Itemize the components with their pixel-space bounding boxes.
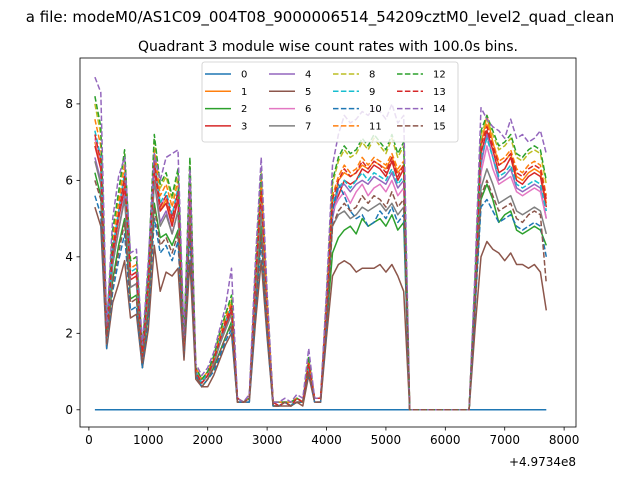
legend-label-7: 7 (305, 122, 311, 133)
legend-label-0: 0 (241, 70, 247, 81)
legend-label-6: 6 (305, 104, 311, 115)
legend-label-13: 13 (433, 87, 446, 98)
x-tick-label-2000: 2000 (192, 433, 223, 447)
legend-label-5: 5 (305, 87, 311, 98)
y-tick-label-6: 6 (65, 174, 73, 188)
legend-label-15: 15 (433, 122, 446, 133)
x-tick-label-3000: 3000 (252, 433, 283, 447)
series-lines (94, 76, 548, 411)
series-line-15 (94, 179, 548, 411)
legend-label-14: 14 (433, 104, 446, 115)
y-tick-label-0: 0 (65, 403, 73, 417)
chart-title: Quadrant 3 module wise count rates with … (138, 39, 518, 55)
legend-label-8: 8 (369, 70, 375, 81)
x-tick-label-7000: 7000 (489, 433, 520, 447)
series-line-8 (94, 103, 548, 411)
x-axis-offset-label: +4.9734e8 (509, 455, 576, 469)
x-tick-label-6000: 6000 (430, 433, 461, 447)
legend-label-2: 2 (241, 104, 247, 115)
figure-suptitle: a file: modeM0/AS1C09_004T08_9000006514_… (25, 8, 615, 26)
x-tick-label-8000: 8000 (549, 433, 580, 447)
x-tick-label-5000: 5000 (371, 433, 402, 447)
x-tick-label-1000: 1000 (133, 433, 164, 447)
x-tick-label-0: 0 (85, 433, 93, 447)
legend-label-10: 10 (369, 104, 382, 115)
legend-label-1: 1 (241, 87, 247, 98)
legend-label-3: 3 (241, 122, 247, 133)
y-tick-label-2: 2 (65, 327, 73, 341)
legend-box (201, 61, 459, 143)
y-tick-label-8: 8 (65, 97, 73, 111)
legend-label-11: 11 (369, 122, 382, 133)
legend-label-9: 9 (369, 87, 375, 98)
legend-label-12: 12 (433, 70, 446, 81)
axes-frame (79, 57, 577, 428)
plot-area: 0 1000 2000 3000 4000 5000 6000 7000 8000 0 2 4 6 8 0 1… (65, 57, 580, 447)
x-tick-label-4000: 4000 (311, 433, 342, 447)
y-tick-label-4: 4 (65, 250, 73, 264)
legend-label-4: 4 (305, 70, 311, 81)
